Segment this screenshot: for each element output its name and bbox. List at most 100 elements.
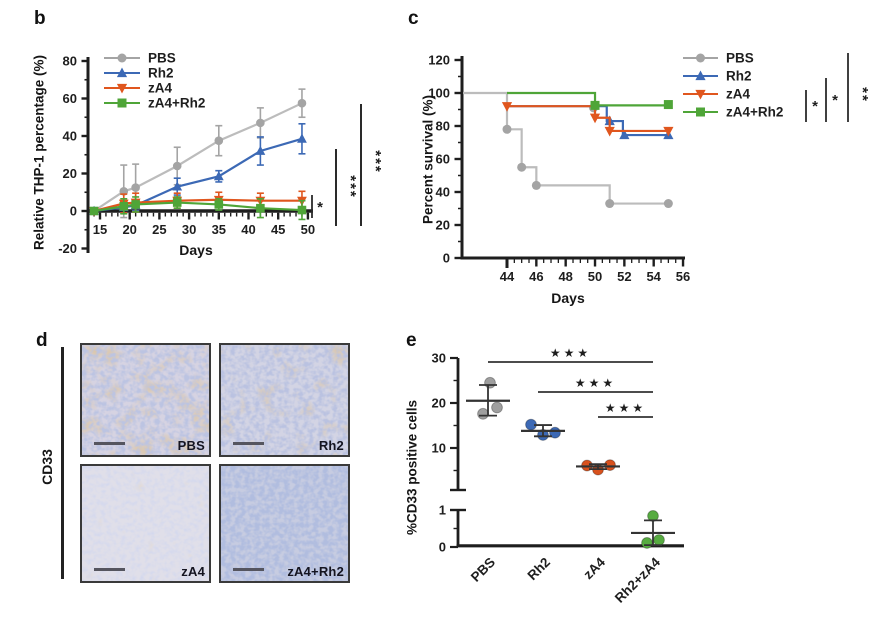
svg-text:25: 25	[152, 222, 166, 237]
svg-text:54: 54	[646, 269, 661, 284]
svg-text:*: *	[317, 199, 323, 216]
svg-text:50: 50	[301, 222, 315, 237]
legend-item-zA4+Rh2: zA4+Rh2	[104, 96, 205, 111]
svg-text:40: 40	[241, 222, 255, 237]
svg-text:Rh2+zA4: Rh2+zA4	[612, 554, 664, 606]
histology-texture	[82, 466, 209, 581]
histology-image-pbs: PBS	[80, 343, 211, 457]
series-zA4+Rh2	[89, 196, 307, 221]
svg-text:PBS: PBS	[726, 51, 754, 66]
svg-text:80: 80	[63, 54, 77, 69]
svg-text:Rh2: Rh2	[726, 69, 752, 84]
svg-text:40: 40	[63, 129, 77, 144]
group-Rh2	[521, 418, 565, 441]
svg-text:zA4+Rh2: zA4+Rh2	[148, 96, 205, 111]
significance: *******	[311, 104, 384, 226]
svg-text:80: 80	[436, 119, 450, 134]
svg-text:*: *	[812, 98, 818, 115]
svg-text:*: *	[832, 92, 838, 109]
panel-e-letter: e	[406, 330, 417, 351]
axes: -20 0 20 40 60 80 15 20 25 30 35 40 45 50	[58, 54, 315, 257]
histology-texture	[221, 466, 348, 581]
svg-text:45: 45	[271, 222, 285, 237]
series-zA4+Rh2	[507, 91, 673, 110]
legend-item-zA4+Rh2: zA4+Rh2	[683, 105, 783, 120]
group-PBS	[466, 376, 510, 420]
legend-item-Rh2: Rh2	[104, 66, 174, 81]
svg-text:Rh2: Rh2	[524, 555, 553, 584]
significance: ★★★ ★★★ ★★★	[488, 346, 653, 418]
histology-image-rh2: Rh2	[219, 343, 350, 457]
svg-text:★★★: ★★★	[605, 401, 646, 415]
svg-text:100: 100	[428, 86, 450, 101]
svg-text:20: 20	[436, 218, 450, 233]
svg-text:35: 35	[212, 222, 226, 237]
panel-b-letter: b	[34, 8, 46, 29]
svg-text:PBS: PBS	[468, 555, 498, 585]
svg-text:48: 48	[558, 269, 572, 284]
svg-text:20: 20	[432, 396, 446, 411]
panel-d-bracket	[61, 347, 64, 579]
series-zA4	[501, 102, 674, 137]
histology-image-za4: zA4	[80, 464, 211, 583]
panel-d-row-label: CD33	[39, 449, 55, 485]
panel-c-letter: c	[408, 8, 419, 29]
panel-b-xlabel: Days	[179, 242, 213, 258]
svg-text:52: 52	[617, 269, 631, 284]
series-Rh2	[507, 105, 674, 140]
svg-text:30: 30	[182, 222, 196, 237]
panel-c-xlabel: Days	[551, 290, 585, 306]
svg-text:zA4: zA4	[726, 87, 750, 102]
svg-text:120: 120	[428, 53, 450, 68]
axes: 0 20 40 60 80 100 120 44 46 48 50 52 54 56	[428, 53, 690, 285]
svg-text:0: 0	[443, 251, 450, 266]
svg-text:40: 40	[436, 185, 450, 200]
legend-item-PBS: PBS	[104, 51, 176, 66]
svg-text:★★★: ★★★	[550, 346, 591, 360]
scale-bar	[233, 568, 264, 571]
histology-label: zA4+Rh2	[287, 564, 344, 579]
svg-text:56: 56	[676, 269, 690, 284]
svg-text:zA4: zA4	[148, 81, 172, 96]
svg-text:50: 50	[588, 269, 602, 284]
group-Rh2+zA4	[631, 510, 675, 549]
panel-b-chart: -20 0 20 40 60 80 15 20 25 30 35 40 45 50 PBSRh2zA4zA4…	[58, 51, 384, 257]
svg-text:1: 1	[439, 503, 446, 518]
svg-text:**: **	[854, 87, 871, 103]
svg-text:44: 44	[500, 269, 515, 284]
histology-label: Rh2	[318, 438, 344, 453]
svg-text:30: 30	[432, 351, 446, 366]
svg-text:46: 46	[529, 269, 543, 284]
svg-text:zA4: zA4	[581, 554, 609, 582]
histology-texture	[221, 345, 348, 455]
svg-text:10: 10	[432, 441, 446, 456]
group-zA4	[576, 459, 620, 476]
histology-image-za4-rh2: zA4+Rh2	[219, 464, 350, 583]
svg-text:60: 60	[63, 91, 77, 106]
svg-text:***: ***	[342, 175, 359, 199]
histology-texture	[82, 345, 209, 455]
legend: PBS Rh2 zA4 zA4+Rh2	[683, 51, 783, 120]
svg-text:60: 60	[436, 152, 450, 167]
svg-text:★★★: ★★★	[575, 376, 616, 390]
scale-bar	[94, 568, 125, 571]
histology-label: zA4	[181, 564, 205, 579]
panel-c-chart: 0 20 40 60 80 100 120 44 46 48 50 52 54 56 PBS Rh2 zA4 zA…	[428, 51, 871, 285]
series-PBS	[462, 91, 673, 209]
svg-text:PBS: PBS	[148, 51, 176, 66]
significance: * * **	[805, 53, 871, 122]
svg-text:-20: -20	[58, 241, 77, 256]
svg-text:***: ***	[367, 150, 384, 174]
svg-text:zA4+Rh2: zA4+Rh2	[726, 105, 783, 120]
svg-text:15: 15	[93, 222, 107, 237]
legend-item-PBS: PBS	[683, 51, 754, 66]
panel-e-ylabel: %CD33 positive cells	[404, 399, 420, 536]
scale-bar	[94, 442, 125, 445]
svg-text:20: 20	[122, 222, 136, 237]
svg-text:Rh2: Rh2	[148, 66, 174, 81]
legend-item-zA4: zA4	[104, 81, 172, 96]
